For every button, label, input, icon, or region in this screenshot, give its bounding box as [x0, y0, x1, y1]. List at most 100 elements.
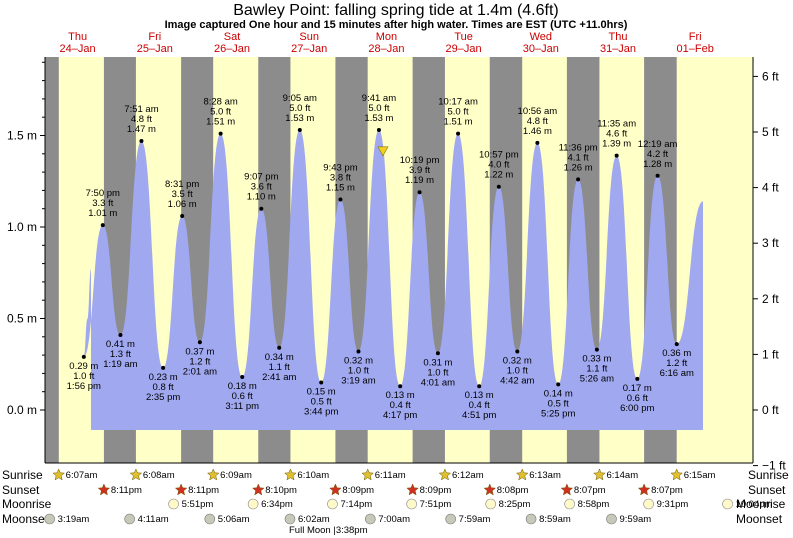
- low-tide-label: 0.6 ft: [627, 393, 648, 404]
- sunset-time: 8:08pm: [497, 485, 529, 496]
- low-tide-label: 0.31 m: [423, 357, 452, 368]
- low-tide-label: 0.29 m: [69, 361, 98, 372]
- low-tide-point: [118, 332, 123, 337]
- sunset-icon: [483, 483, 497, 496]
- moonrise-icon: [168, 498, 179, 510]
- date-label: 01–Feb: [677, 43, 714, 55]
- high-tide-label: 1.53 m: [364, 113, 393, 124]
- row-label-sunset-right: Sunset: [748, 483, 786, 497]
- moonrise-icon: [564, 498, 575, 510]
- sunrise-time: 6:10am: [297, 470, 329, 481]
- right-tick-label: 1 ft: [762, 347, 779, 361]
- low-tide-label: 1.0 ft: [427, 367, 448, 378]
- high-tide-label: 4.8 ft: [131, 114, 152, 125]
- low-tide-point: [161, 365, 166, 370]
- low-tide-label: 4:17 pm: [383, 410, 417, 421]
- low-tide-point: [674, 342, 679, 347]
- chart-subtitle: Image captured One hour and 15 minutes a…: [165, 19, 628, 31]
- current-level-marker: [377, 146, 389, 157]
- date-label: 29–Jan: [446, 43, 482, 55]
- day-of-week-label: Fri: [148, 31, 161, 43]
- sunrise-icon: [206, 468, 220, 481]
- low-tide-label: 2:01 am: [183, 366, 217, 377]
- moonset-icon: [44, 513, 55, 525]
- high-tide-label: 1.39 m: [602, 139, 631, 150]
- day-of-week-label: Thu: [609, 31, 628, 43]
- moonset-icon: [284, 513, 296, 525]
- high-tide-label: 1.01 m: [88, 208, 117, 219]
- moonrise-time: 7:14pm: [340, 499, 372, 510]
- low-tide-label: 3:44 pm: [304, 407, 338, 418]
- moonset-icon: [204, 513, 216, 525]
- low-tide-label: 0.4 ft: [390, 400, 411, 411]
- high-tide-label: 12:19 am: [638, 139, 678, 150]
- high-tide-point: [100, 223, 105, 228]
- low-tide-label: 0.36 m: [662, 348, 691, 359]
- sunrise-icon: [670, 468, 684, 481]
- high-tide-label: 1.51 m: [206, 117, 235, 128]
- low-tide-point: [197, 340, 202, 345]
- high-tide-point: [338, 197, 343, 202]
- sunrise-icon: [52, 468, 66, 481]
- low-tide-label: 0.13 m: [386, 390, 415, 401]
- high-tide-label: 10:56 am: [518, 106, 558, 117]
- high-tide-label: 3.6 ft: [251, 182, 272, 193]
- date-label: 30–Jan: [523, 43, 559, 55]
- high-tide-label: 5.0 ft: [368, 103, 389, 114]
- sunrise-icon: [438, 468, 452, 481]
- high-tide-label: 5.0 ft: [289, 103, 310, 114]
- day-of-week-label: Wed: [530, 31, 552, 43]
- low-tide-label: 5:26 am: [580, 374, 614, 385]
- chart-title: Bawley Point: falling spring tide at 1.4…: [233, 2, 559, 19]
- sunset-icon: [406, 483, 419, 496]
- high-tide-point: [614, 153, 619, 158]
- sunrise-time: 6:15am: [684, 470, 716, 481]
- sunrise-time: 6:12am: [452, 470, 484, 481]
- sunrise-icon: [129, 468, 143, 481]
- sunset-icon: [637, 483, 651, 496]
- sunset-time: 8:11pm: [188, 485, 219, 496]
- moonset-time: 4:11am: [138, 514, 169, 525]
- low-tide-label: 3:11 pm: [225, 401, 259, 412]
- moonrise-time: 7:51pm: [420, 499, 452, 510]
- high-tide-label: 1.51 m: [444, 117, 473, 128]
- extrema-labels: 0.29 m1.0 ft1:56 pm7:50 pm3.3 ft1.01 m0.…: [67, 93, 694, 421]
- left-tick-label: 0.0 m: [7, 403, 37, 417]
- high-tide-label: 3.8 ft: [330, 173, 351, 184]
- low-tide-point: [356, 349, 361, 354]
- high-tide-point: [180, 214, 185, 219]
- row-label-sunrise: Sunrise: [2, 468, 43, 482]
- high-tide-label: 7:51 am: [124, 104, 158, 115]
- high-tide-label: 8:31 pm: [165, 179, 199, 190]
- moonset-time: 7:59am: [459, 514, 491, 525]
- date-label: 28–Jan: [368, 43, 404, 55]
- date-label: 25–Jan: [137, 43, 173, 55]
- high-tide-label: 10:17 am: [438, 97, 478, 108]
- low-tide-point: [398, 384, 403, 389]
- high-tide-label: 1.06 m: [168, 199, 197, 210]
- high-tide-point: [376, 128, 381, 133]
- low-tide-point: [277, 345, 282, 350]
- left-tick-label: 1.0 m: [7, 220, 37, 234]
- low-tide-label: 0.15 m: [307, 387, 336, 398]
- sunset-time: 8:07pm: [651, 485, 683, 496]
- sunrise-icon: [515, 468, 529, 481]
- date-label: 31–Jan: [600, 43, 636, 55]
- low-tide-label: 0.32 m: [344, 355, 373, 366]
- row-label-sunrise-right: Sunrise: [748, 468, 789, 482]
- high-tide-point: [576, 177, 581, 182]
- right-tick-label: 4 ft: [762, 181, 779, 195]
- low-tide-label: 1.2 ft: [189, 356, 210, 367]
- low-tide-point: [515, 349, 520, 354]
- sunset-icon: [174, 483, 188, 496]
- high-tide-label: 7:50 pm: [86, 188, 120, 199]
- right-tick-label: 5 ft: [762, 125, 779, 139]
- low-tide-label: 0.14 m: [544, 388, 573, 399]
- high-tide-label: 1.28 m: [643, 159, 672, 170]
- sunrise-time: 6:08am: [143, 470, 175, 481]
- high-tide-label: 11:36 pm: [559, 142, 598, 153]
- high-tide-point: [417, 190, 422, 195]
- moonrise-time: 5:51pm: [182, 499, 214, 510]
- low-tide-point: [594, 347, 599, 352]
- low-tide-label: 0.18 m: [228, 381, 257, 392]
